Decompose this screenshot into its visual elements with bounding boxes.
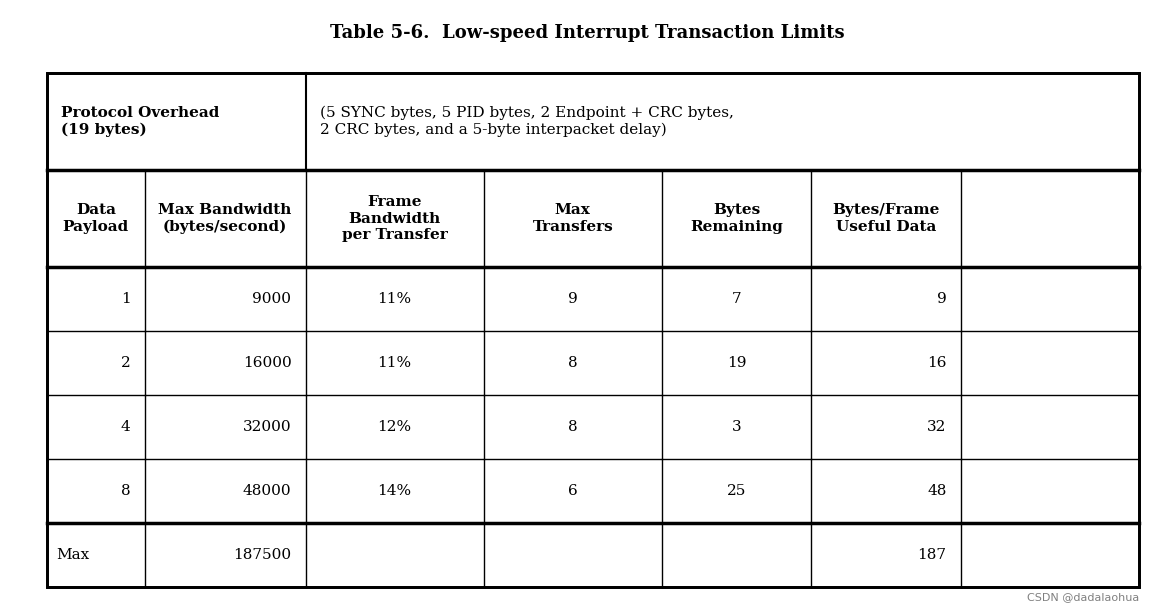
- Text: 9000: 9000: [252, 292, 291, 306]
- Text: 8: 8: [568, 356, 578, 370]
- Text: 32000: 32000: [243, 420, 291, 434]
- Text: Frame
Bandwidth
per Transfer: Frame Bandwidth per Transfer: [342, 195, 447, 242]
- Text: 7: 7: [731, 292, 741, 306]
- Text: Bytes
Remaining: Bytes Remaining: [690, 203, 783, 234]
- Text: 187: 187: [918, 548, 946, 562]
- Text: Table 5-6.  Low-speed Interrupt Transaction Limits: Table 5-6. Low-speed Interrupt Transacti…: [330, 24, 844, 42]
- Text: Max Bandwidth
(bytes/second): Max Bandwidth (bytes/second): [158, 203, 292, 234]
- Text: 8: 8: [568, 420, 578, 434]
- Text: 2: 2: [121, 356, 130, 370]
- Text: Protocol Overhead
(19 bytes): Protocol Overhead (19 bytes): [61, 106, 220, 137]
- Text: CSDN @dadalaohua: CSDN @dadalaohua: [1026, 592, 1139, 602]
- Text: 14%: 14%: [378, 484, 412, 498]
- Text: Max: Max: [56, 548, 89, 562]
- Text: 3: 3: [731, 420, 741, 434]
- Text: 11%: 11%: [378, 356, 412, 370]
- Text: 6: 6: [568, 484, 578, 498]
- Text: 9: 9: [568, 292, 578, 306]
- Text: 11%: 11%: [378, 292, 412, 306]
- Text: 4: 4: [121, 420, 130, 434]
- Text: (5 SYNC bytes, 5 PID bytes, 2 Endpoint + CRC bytes,
2 CRC bytes, and a 5-byte in: (5 SYNC bytes, 5 PID bytes, 2 Endpoint +…: [319, 106, 734, 137]
- Text: 9: 9: [937, 292, 946, 306]
- Text: 187500: 187500: [234, 548, 291, 562]
- Text: Data
Payload: Data Payload: [62, 203, 129, 234]
- Text: Max
Transfers: Max Transfers: [532, 203, 613, 234]
- Text: 12%: 12%: [378, 420, 412, 434]
- Text: 48000: 48000: [243, 484, 291, 498]
- Text: 48: 48: [927, 484, 946, 498]
- Text: 1: 1: [121, 292, 130, 306]
- Text: 19: 19: [727, 356, 747, 370]
- Text: 25: 25: [727, 484, 747, 498]
- Text: 32: 32: [927, 420, 946, 434]
- Bar: [47, 73, 1139, 587]
- Text: 8: 8: [121, 484, 130, 498]
- Text: 16: 16: [927, 356, 946, 370]
- Text: Bytes/Frame
Useful Data: Bytes/Frame Useful Data: [832, 203, 939, 234]
- Text: 16000: 16000: [243, 356, 291, 370]
- Bar: [47, 73, 1139, 587]
